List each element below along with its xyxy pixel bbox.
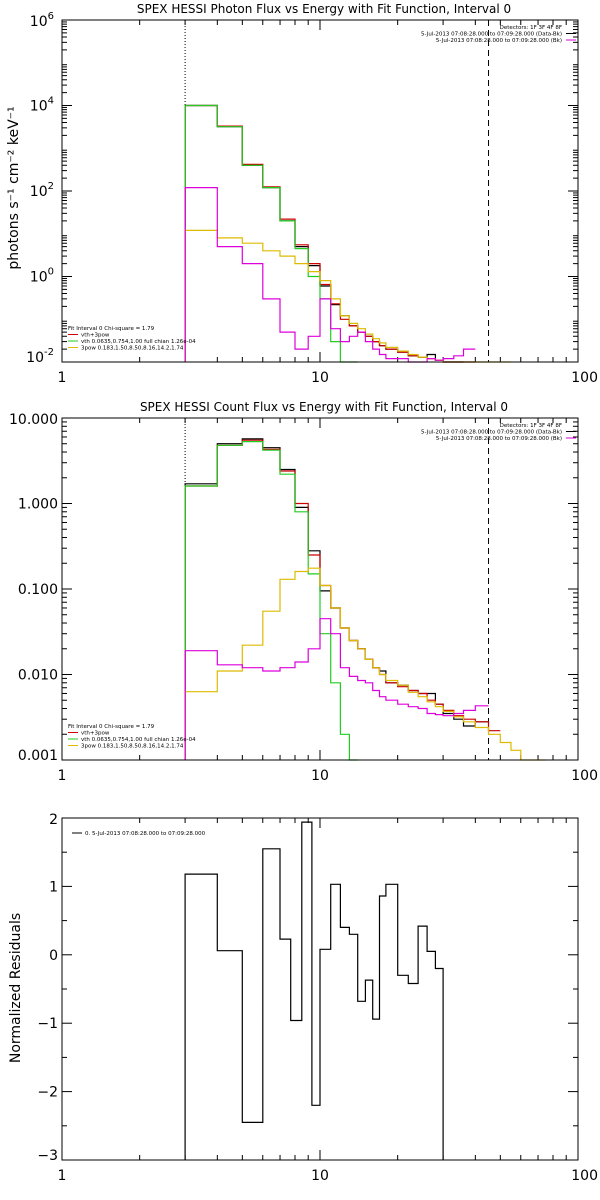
axis-ticks: 1 10 100 0.001 0.010 0.100 1.000 10.000 xyxy=(9,412,598,784)
y-tick-label: −2 xyxy=(37,1085,58,1101)
y-tick-base: 10 xyxy=(30,184,48,200)
y-tick-base: 10 xyxy=(30,99,48,115)
legend-top-right: Detectors: 1F 3F 4F 8F5-Jul-2013 07:08:2… xyxy=(421,423,576,442)
plot-frame xyxy=(61,817,579,1161)
series-line-2 xyxy=(184,104,358,363)
plot-area xyxy=(184,821,444,1160)
legend-entry: 5-Jul-2013 07:08:28.000 to 07:09:28.000 … xyxy=(436,436,562,442)
y-tick-exponent: 0 xyxy=(48,267,54,278)
y-tick-base: 10 xyxy=(30,14,48,30)
y-tick-label: −3 xyxy=(37,1148,58,1164)
y-axis-label: photons s⁻¹ cm⁻² keV⁻¹ xyxy=(6,106,22,269)
series-line-0 xyxy=(184,104,464,363)
x-tick-label: 1 xyxy=(58,1168,67,1184)
axis-ticks: 1 10 100 −3 −2 −1 0 1 2 xyxy=(37,812,598,1184)
legend-entry: vth 0.0635,0.754,1.00 full chian 1.26e-0… xyxy=(81,339,196,345)
y-tick-label: 0.010 xyxy=(18,668,58,684)
legend-bottom-left: Fit Interval 0 Chi-square = 1.79vth+3pow… xyxy=(68,724,196,750)
y-tick-exponent: 6 xyxy=(48,11,54,22)
panel-count-flux: SPEX HESSI Count Flux vs Energy with Fit… xyxy=(9,400,598,784)
series-line-1 xyxy=(184,439,501,760)
legend-entry: 3pow 0.183,1.50,8.50,8.16,14.2,1.74 xyxy=(81,346,184,352)
x-tick-label: 1 xyxy=(58,768,67,784)
legend-entry: 5-Jul-2013 07:08:28.000 to 07:09:28.000 … xyxy=(436,38,562,44)
x-tick-label: 1 xyxy=(58,370,67,386)
legend-entry: vth 0.0635,0.754,1.00 full chian 1.26e-0… xyxy=(81,737,196,743)
legend-bottom-left: Fit Interval 0 Chi-square = 1.79vth+3pow… xyxy=(68,326,196,352)
y-axis-label: Normalized Residuals xyxy=(8,913,24,1063)
x-tick-label: 10 xyxy=(311,370,329,386)
y-tick-exponent: 2 xyxy=(48,181,54,192)
y-tick-label: 0 xyxy=(49,948,58,964)
y-tick-label: −1 xyxy=(37,1016,58,1032)
series-line-3 xyxy=(184,229,511,363)
panel-residuals: Normalized Residuals 1 10 100 −3 −2 −1 0 1 2 0. … xyxy=(8,812,598,1184)
legend-entry: 5-Jul-2013 07:08:28.000 to 07:09:28.000 … xyxy=(421,32,562,38)
x-tick-label: 100 xyxy=(571,370,598,386)
y-tick-label: 106 xyxy=(30,11,54,30)
legend-entry: 3pow 0.183,1.50,8.50,8.16,14.2,1.74 xyxy=(81,744,184,750)
plot-frame xyxy=(61,19,579,363)
series-line-3 xyxy=(184,567,546,761)
y-tick-label: 0.100 xyxy=(18,582,58,598)
y-tick-label: 104 xyxy=(30,96,54,115)
plot-area xyxy=(184,20,511,363)
x-tick-label: 100 xyxy=(571,1168,598,1184)
y-tick-label: 100 xyxy=(30,267,54,286)
series-line-0 xyxy=(184,821,444,1160)
y-tick-label: 2 xyxy=(49,812,58,828)
x-tick-label: 10 xyxy=(311,768,329,784)
chart-title: SPEX HESSI Count Flux vs Energy with Fit… xyxy=(140,400,508,414)
y-tick-label: 0.001 xyxy=(18,748,58,764)
y-tick-base: 10 xyxy=(26,350,44,366)
legend-entry: 5-Jul-2013 07:08:28.000 to 07:09:28.000 … xyxy=(421,430,562,436)
legend-top-right: Detectors: 1F 3F 4F 8F5-Jul-2013 07:08:2… xyxy=(421,25,576,44)
legend-entry: Fit Interval 0 Chi-square = 1.79 xyxy=(68,326,155,332)
panel-photon-flux: SPEX HESSI Photon Flux vs Energy with Fi… xyxy=(6,2,598,386)
legend-entry: Detectors: 1F 3F 4F 8F xyxy=(500,423,562,429)
legend-entry: vth+3pow xyxy=(81,731,110,737)
y-tick-label: 10-2 xyxy=(26,347,54,366)
y-tick-label: 102 xyxy=(30,181,54,200)
legend-entry: Fit Interval 0 Chi-square = 1.79 xyxy=(68,724,155,730)
legend-entry: Detectors: 1F 3F 4F 8F xyxy=(500,25,562,31)
legend-top-left: 0. 5-Jul-2013 07:08:28.000 to 07:09:28.0… xyxy=(72,831,206,837)
y-tick-base: 10 xyxy=(30,270,48,286)
plot-area xyxy=(184,418,546,761)
legend-entry: vth+3pow xyxy=(81,333,110,339)
series-line-4 xyxy=(184,187,476,363)
y-tick-exponent: -2 xyxy=(44,347,54,358)
series-line-4 xyxy=(184,618,489,760)
y-tick-exponent: 4 xyxy=(48,96,54,107)
plot-frame xyxy=(61,417,579,761)
y-tick-label: 1.000 xyxy=(18,497,58,513)
x-tick-label: 100 xyxy=(571,768,598,784)
legend-entry: 0. 5-Jul-2013 07:08:28.000 to 07:09:28.0… xyxy=(85,831,206,837)
y-tick-label: 10.000 xyxy=(9,412,58,428)
series-line-2 xyxy=(184,441,358,761)
y-tick-label: 1 xyxy=(49,879,58,895)
chart-title: SPEX HESSI Photon Flux vs Energy with Fi… xyxy=(137,2,511,16)
x-tick-label: 10 xyxy=(311,1168,329,1184)
